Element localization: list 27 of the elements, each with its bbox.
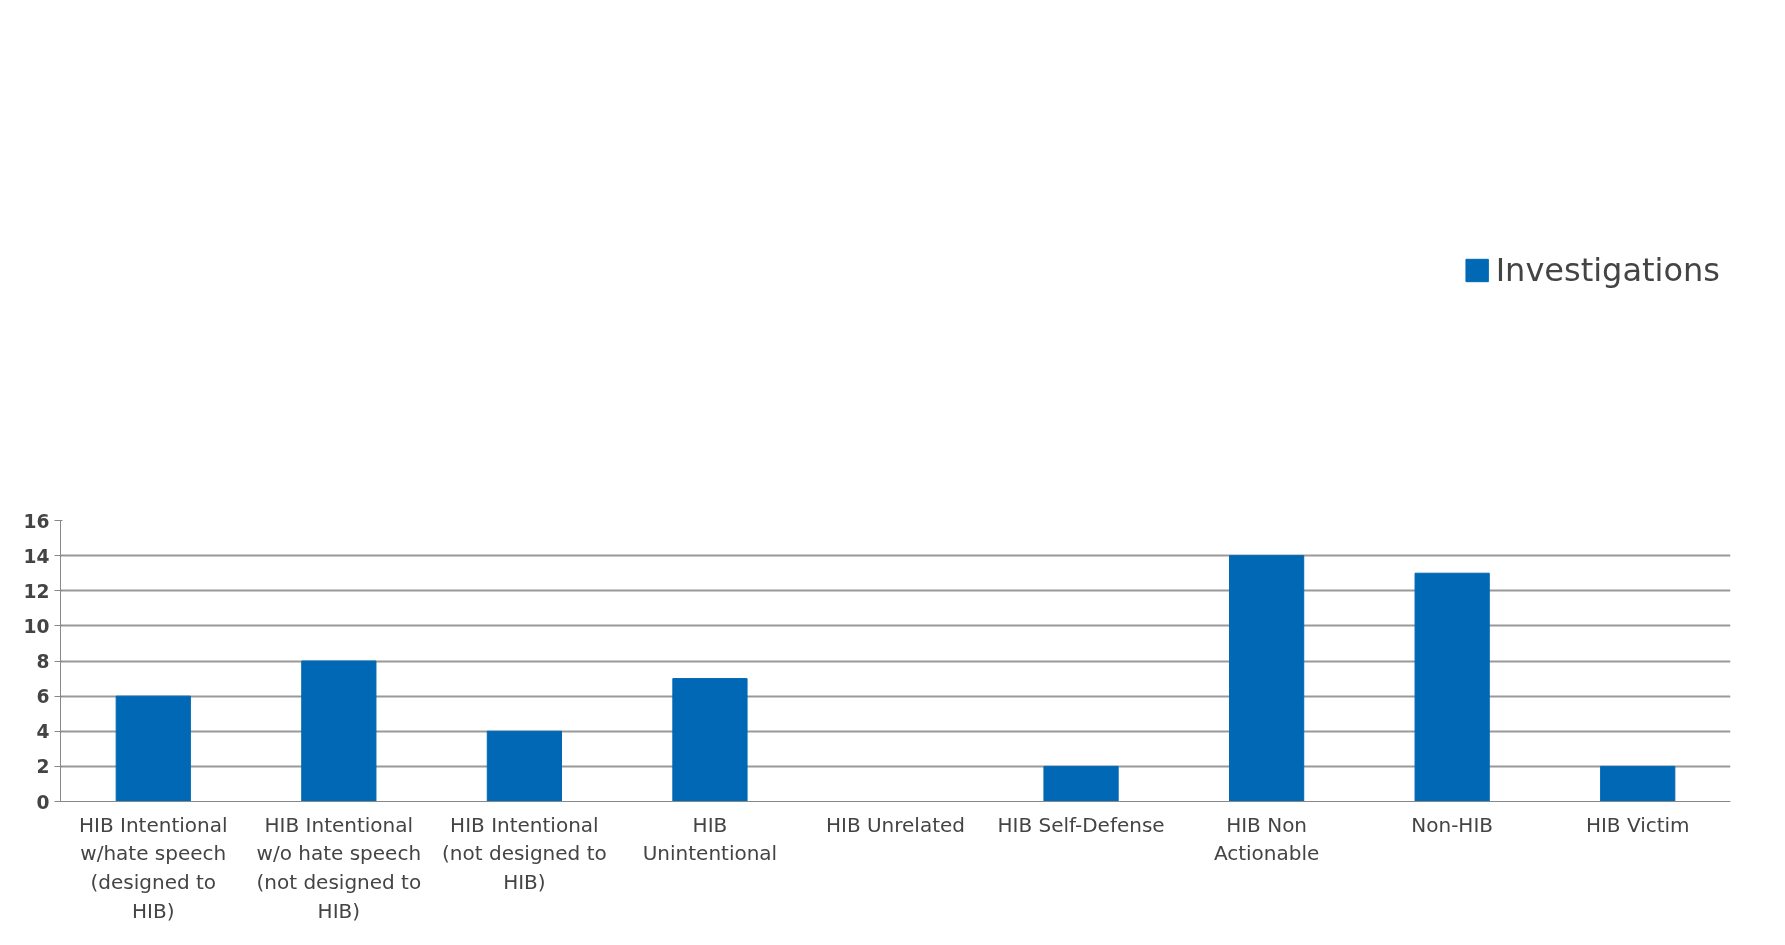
bar [1043, 765, 1119, 802]
y-tick-label: 12 [23, 580, 50, 602]
bar [486, 730, 562, 802]
y-tick-label: 10 [23, 615, 50, 637]
x-tick-label: HIB Non Actionable [1213, 812, 1320, 866]
x-tick-label: HIB Self-Defense [997, 812, 1165, 837]
y-tick-label: 14 [23, 545, 50, 567]
x-tick-label: HIB Victim [1585, 812, 1690, 837]
bar [1414, 572, 1490, 802]
y-tick-label: 0 [36, 791, 50, 813]
y-tick-label: 4 [36, 721, 50, 743]
y-tick-label: 8 [36, 651, 50, 672]
x-tick-label: HIB Intentional (not designed to HIB) [442, 812, 607, 895]
legend-label: Investigations [1495, 251, 1720, 289]
bar [1600, 765, 1676, 802]
y-tick-label: 6 [36, 686, 50, 708]
bar [672, 678, 748, 802]
x-tick-label: HIB Intentional w/o hate speech (not designed to HIB) [256, 812, 422, 923]
y-tick-label: 16 [23, 510, 50, 532]
bar [115, 695, 191, 802]
x-tick-label: HIB Intentional w/hate speech (designed to HIB) [79, 812, 228, 923]
y-tick-label: 2 [36, 756, 50, 778]
x-tick-label: HIB Unintentional [642, 812, 778, 866]
x-tick-label: HIB Unrelated [825, 812, 966, 837]
bar [301, 660, 377, 802]
bar [1229, 555, 1305, 802]
x-tick-label: Non-HIB [1411, 812, 1494, 837]
